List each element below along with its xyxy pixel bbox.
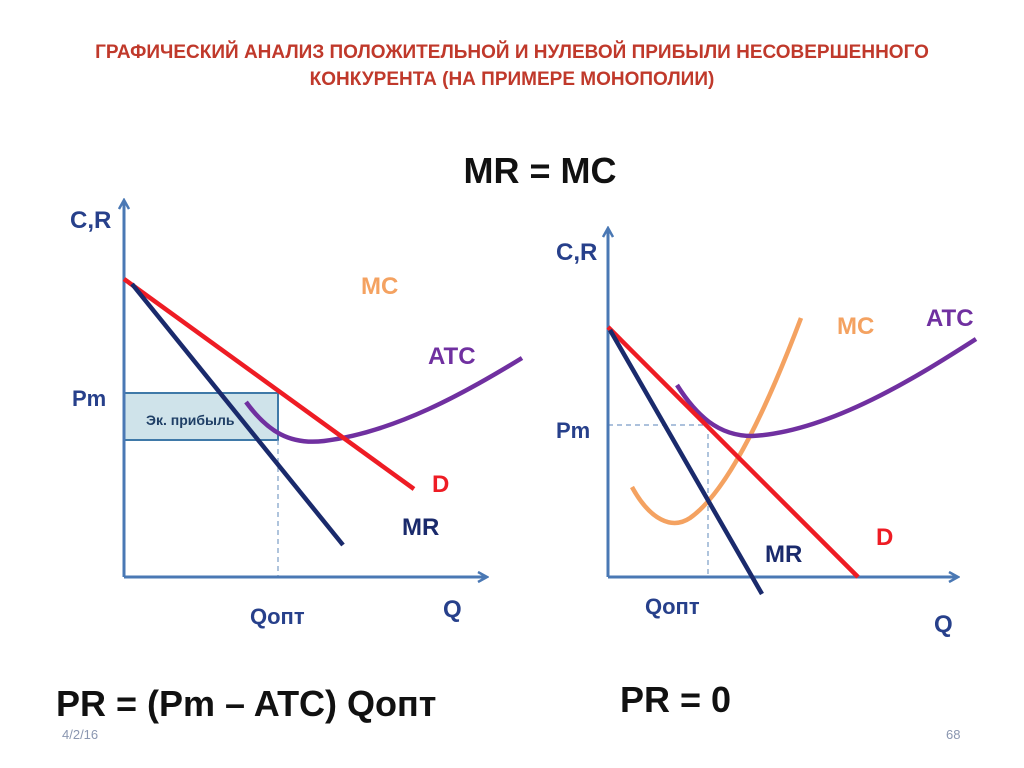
right-mc-label: MC xyxy=(837,313,874,340)
slide-title-line-2: КОНКУРЕНТА (НА ПРИМЕРЕ МОНОПОЛИИ) xyxy=(309,69,715,90)
left-y-axis-label: C,R xyxy=(70,207,111,234)
right-demand-curve xyxy=(606,325,860,579)
right-profit-formula: PR = 0 xyxy=(620,679,732,720)
slide-date: 4/2/16 xyxy=(62,727,99,742)
left-profit-label: Эк. прибыль xyxy=(146,412,235,428)
slide-page-number: 68 xyxy=(946,727,961,742)
left-x-axis-label: Q xyxy=(443,596,462,623)
left-profit-formula: PR = (Pm – ATC) Qопт xyxy=(56,683,437,724)
right-mr-curve xyxy=(608,328,764,596)
left-mr-curve xyxy=(130,282,345,547)
left-mr-label: MR xyxy=(402,514,439,541)
left-quantity-label: Qопт xyxy=(250,604,305,629)
right-quantity-label: Qопт xyxy=(645,594,700,619)
left-price-label: Pm xyxy=(72,386,106,411)
right-price-label: Pm xyxy=(556,418,590,443)
right-x-axis-label: Q xyxy=(934,611,953,638)
slide-title-line-1: ГРАФИЧЕСКИЙ АНАЛИЗ ПОЛОЖИТЕЛЬНОЙ И НУЛЕВ… xyxy=(95,42,929,63)
right-demand-label: D xyxy=(876,524,893,551)
left-atc-label: ATC xyxy=(428,343,476,370)
right-mr-label: MR xyxy=(765,541,802,568)
right-atc-curve xyxy=(675,337,978,439)
left-mc-label: MC xyxy=(361,273,398,300)
right-atc-label: ATC xyxy=(926,305,974,332)
left-demand-curve xyxy=(122,277,416,491)
right-y-axis-label: C,R xyxy=(556,239,597,266)
left-graph: C,R Q Pm Qопт Эк. прибыль MC ATC D MR xyxy=(70,200,524,629)
left-demand-label: D xyxy=(432,471,449,498)
equilibrium-rule: MR = MC xyxy=(463,150,617,191)
right-mc-curve xyxy=(630,317,804,526)
right-graph: C,R Q Pm Qопт MC ATC D MR xyxy=(556,228,978,638)
